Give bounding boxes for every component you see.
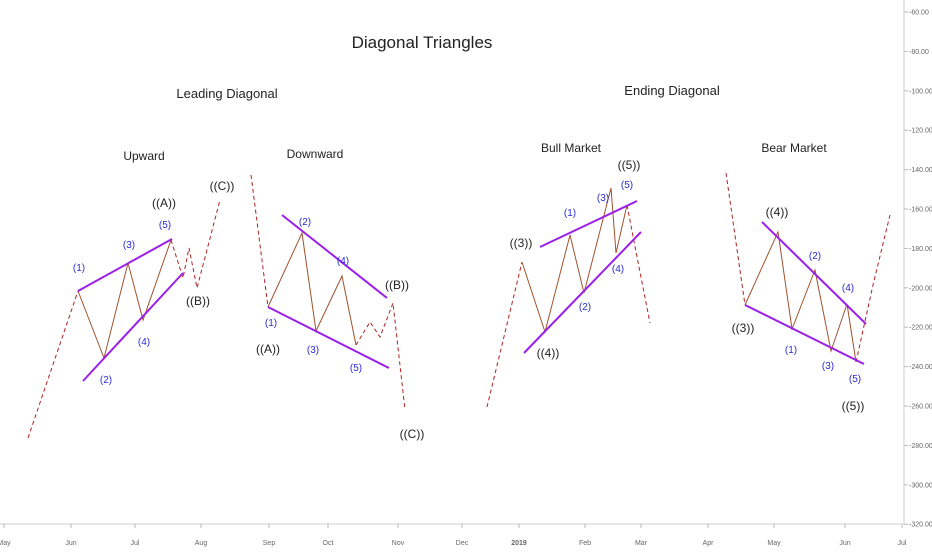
wave-label: (1): [564, 208, 576, 219]
dashed-lead-in: [486, 261, 523, 408]
diagram-title: Diagonal Triangles: [352, 33, 493, 52]
wave-label-major: ((3)): [732, 321, 755, 335]
lower-trendline: [744, 304, 865, 365]
bear-market-ending-diagonal: (1) (2) (3) (4) (5) ((3)) ((4)) ((5)): [725, 172, 891, 413]
x-tick-label: Jul: [131, 540, 140, 547]
section-leading-diagonal: Leading Diagonal: [176, 86, 277, 101]
wave-label: (2): [579, 302, 591, 313]
wave-label-major: ((5)): [618, 158, 641, 172]
lower-trendline: [267, 306, 390, 369]
x-tick-label: Dec: [456, 540, 469, 547]
wave-label: (2): [299, 217, 311, 228]
upper-trendline: [77, 238, 173, 292]
downward-leading-diagonal: (1) (2) (3) (4) (5) ((A)) ((B)) ((C)): [250, 174, 425, 441]
wave-label: (1): [73, 263, 85, 274]
y-tick-label: -100.00: [909, 88, 932, 95]
wave-label-major: ((C)): [210, 179, 235, 193]
y-tick-label: -60.00: [909, 10, 929, 17]
wave-label-major: ((C)): [400, 427, 425, 441]
dashed-follow: [626, 204, 651, 324]
wave-label: (5): [621, 180, 633, 191]
y-tick-label: -120.00: [909, 128, 932, 135]
y-tick-label: -160.00: [909, 207, 932, 214]
x-tick-label: Jul: [898, 540, 907, 547]
upper-trendline: [761, 221, 867, 325]
wave-label: (4): [337, 256, 349, 267]
dashed-abc-path: [355, 302, 406, 411]
y-tick-label: -220.00: [909, 325, 932, 332]
y-tick-label: -300.00: [909, 482, 932, 489]
bull-market-ending-diagonal: (1) (2) (3) (4) (5) ((3)) ((4)) ((5)): [486, 158, 651, 408]
subtitle-downward: Downward: [287, 147, 344, 161]
upper-trendline: [539, 200, 638, 248]
x-tick-label: Feb: [579, 540, 591, 547]
wave-label: (5): [159, 220, 171, 231]
wave-path: [77, 239, 172, 360]
y-tick-label: -320.00: [909, 522, 932, 529]
y-tick-label: -280.00: [909, 443, 932, 450]
subtitle-bear-market: Bear Market: [761, 141, 827, 155]
dashed-follow: [855, 214, 891, 363]
dashed-lead-in: [27, 290, 79, 439]
wave-label: (3): [123, 240, 135, 251]
subtitle-upward: Upward: [123, 149, 164, 163]
x-tick-label: Oct: [323, 540, 334, 547]
y-tick-label: -200.00: [909, 285, 932, 292]
wave-label: (1): [785, 345, 797, 356]
y-tick-label: -140.00: [909, 167, 932, 174]
wave-label: (5): [350, 363, 362, 374]
wave-label: (2): [809, 251, 821, 262]
price-axis: -60.00 -80.00 -100.00 -120.00 -140.00 -160.00…: [904, 10, 932, 529]
y-tick-label: -80.00: [909, 49, 929, 56]
x-tick-label: Jun: [65, 540, 76, 547]
wave-label-major: ((B)): [186, 294, 210, 308]
wave-label: (4): [138, 337, 150, 348]
x-tick-label: Mar: [635, 540, 648, 547]
wave-label: (4): [842, 283, 854, 294]
section-ending-diagonal: Ending Diagonal: [624, 83, 720, 98]
time-axis: May Jun Jul Aug Sep Oct Nov Dec 2019 Feb Mar Apr May…: [0, 524, 907, 547]
x-tick-label: Aug: [195, 540, 208, 547]
wave-label: (3): [597, 193, 609, 204]
x-tick-label: Apr: [703, 540, 715, 547]
y-tick-label: -260.00: [909, 404, 932, 411]
wave-label-major: ((B)): [385, 278, 409, 292]
lower-trendline: [82, 272, 184, 382]
dashed-lead-in: [725, 172, 746, 306]
y-tick-label: -180.00: [909, 246, 932, 253]
wave-label: (3): [307, 345, 319, 356]
wave-label: (4): [612, 264, 624, 275]
lower-trendline: [523, 231, 642, 354]
upper-trendline: [281, 214, 388, 299]
wave-label-major: ((4)): [537, 346, 560, 360]
wave-label-major: ((5)): [842, 399, 865, 413]
x-tick-label: May: [767, 540, 781, 547]
wave-label-major: ((4)): [766, 205, 789, 219]
dashed-lead-in: [250, 174, 269, 308]
x-tick-label: Sep: [263, 540, 276, 547]
x-tick-label: May: [0, 540, 11, 547]
wave-label: (3): [822, 361, 834, 372]
y-tick-label: -240.00: [909, 364, 932, 371]
subtitle-bull-market: Bull Market: [541, 141, 602, 155]
wave-label: (2): [100, 375, 112, 386]
wave-label-major: ((A)): [256, 342, 280, 356]
wave-label-major: ((A)): [152, 196, 176, 210]
upward-leading-diagonal: (1) (2) (3) (4) (5) ((A)) ((B)) ((C)): [27, 179, 235, 439]
x-tick-label: Jun: [839, 540, 850, 547]
wave-label: (1): [265, 318, 277, 329]
x-tick-label: 2019: [511, 540, 527, 547]
wave-label-major: ((3)): [510, 236, 533, 250]
dashed-abc-path: [170, 199, 221, 289]
x-tick-label: Nov: [392, 540, 405, 547]
wave-label: (5): [849, 374, 861, 385]
